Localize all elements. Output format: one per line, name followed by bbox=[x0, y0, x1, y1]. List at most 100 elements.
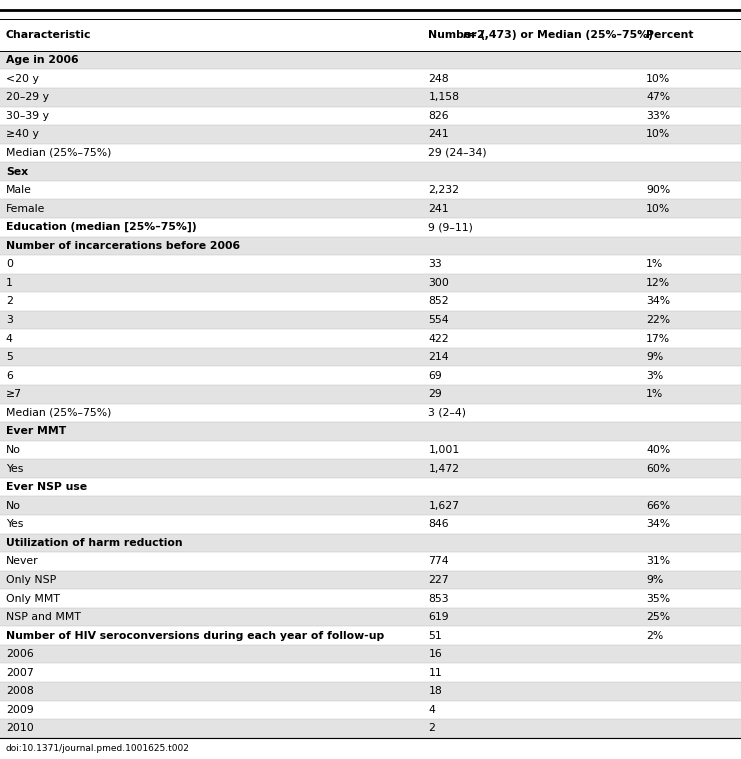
Text: 2006: 2006 bbox=[6, 649, 33, 660]
Text: 20–29 y: 20–29 y bbox=[6, 93, 49, 102]
Text: 554: 554 bbox=[428, 315, 449, 325]
Text: 90%: 90% bbox=[646, 185, 671, 195]
Text: Yes: Yes bbox=[6, 519, 23, 529]
Bar bbox=[0, 181, 741, 200]
Bar bbox=[0, 552, 741, 571]
Bar bbox=[0, 608, 741, 626]
Text: 17%: 17% bbox=[646, 334, 671, 344]
Text: Never: Never bbox=[6, 556, 39, 566]
Text: 846: 846 bbox=[428, 519, 449, 529]
Text: 852: 852 bbox=[428, 297, 449, 307]
Text: 1,627: 1,627 bbox=[428, 501, 459, 511]
Text: 9%: 9% bbox=[646, 352, 663, 362]
Text: 35%: 35% bbox=[646, 594, 671, 603]
Text: Only MMT: Only MMT bbox=[6, 594, 60, 603]
Text: 18: 18 bbox=[428, 686, 442, 696]
Text: 60%: 60% bbox=[646, 464, 671, 474]
Text: 2%: 2% bbox=[646, 631, 663, 641]
Text: 774: 774 bbox=[428, 556, 449, 566]
Text: <20 y: <20 y bbox=[6, 74, 39, 83]
Bar bbox=[0, 534, 741, 552]
Bar bbox=[0, 237, 741, 255]
Text: Utilization of harm reduction: Utilization of harm reduction bbox=[6, 538, 182, 548]
Bar bbox=[0, 143, 741, 162]
Text: 9 (9–11): 9 (9–11) bbox=[428, 222, 473, 232]
Text: 10%: 10% bbox=[646, 203, 671, 213]
Text: Ever NSP use: Ever NSP use bbox=[6, 482, 87, 492]
Text: 6: 6 bbox=[6, 370, 13, 381]
Text: 241: 241 bbox=[428, 203, 449, 213]
Text: Number of HIV seroconversions during each year of follow-up: Number of HIV seroconversions during eac… bbox=[6, 631, 384, 641]
Bar bbox=[0, 571, 741, 589]
Text: 31%: 31% bbox=[646, 556, 671, 566]
Bar bbox=[0, 663, 741, 682]
Text: Sex: Sex bbox=[6, 166, 28, 177]
Text: 214: 214 bbox=[428, 352, 449, 362]
Bar bbox=[0, 385, 741, 404]
Bar bbox=[0, 19, 741, 51]
Bar bbox=[0, 720, 741, 738]
Text: 3: 3 bbox=[6, 315, 13, 325]
Text: 1: 1 bbox=[6, 278, 13, 288]
Bar bbox=[0, 645, 741, 663]
Text: Female: Female bbox=[6, 203, 45, 213]
Bar bbox=[0, 200, 741, 218]
Text: 1,001: 1,001 bbox=[428, 445, 459, 455]
Text: 66%: 66% bbox=[646, 501, 671, 511]
Text: 248: 248 bbox=[428, 74, 449, 83]
Text: 0: 0 bbox=[6, 260, 13, 269]
Text: Yes: Yes bbox=[6, 464, 23, 474]
Text: 300: 300 bbox=[428, 278, 449, 288]
Text: 2: 2 bbox=[6, 297, 13, 307]
Bar bbox=[0, 69, 741, 88]
Bar bbox=[0, 348, 741, 367]
Text: =2,473) or Median (25%–75%): =2,473) or Median (25%–75%) bbox=[468, 30, 654, 40]
Text: Male: Male bbox=[6, 185, 32, 195]
Text: ≥40 y: ≥40 y bbox=[6, 129, 39, 140]
Text: 3%: 3% bbox=[646, 370, 663, 381]
Text: Median (25%–75%): Median (25%–75%) bbox=[6, 408, 111, 418]
Bar bbox=[0, 626, 741, 645]
Text: Only NSP: Only NSP bbox=[6, 575, 56, 585]
Text: 29 (24–34): 29 (24–34) bbox=[428, 148, 487, 158]
Text: 16: 16 bbox=[428, 649, 442, 660]
Text: 12%: 12% bbox=[646, 278, 671, 288]
Bar bbox=[0, 162, 741, 181]
Text: 47%: 47% bbox=[646, 93, 671, 102]
Text: NSP and MMT: NSP and MMT bbox=[6, 612, 81, 622]
Text: 1,158: 1,158 bbox=[428, 93, 459, 102]
Text: 51: 51 bbox=[428, 631, 442, 641]
Text: 2010: 2010 bbox=[6, 723, 33, 733]
Text: Number of incarcerations before 2006: Number of incarcerations before 2006 bbox=[6, 241, 240, 250]
Bar bbox=[0, 367, 741, 385]
Text: 4: 4 bbox=[6, 334, 13, 344]
Bar bbox=[0, 404, 741, 422]
Text: 1%: 1% bbox=[646, 260, 663, 269]
Text: 3 (2–4): 3 (2–4) bbox=[428, 408, 466, 418]
Text: 422: 422 bbox=[428, 334, 449, 344]
Bar bbox=[0, 701, 741, 720]
Text: 2: 2 bbox=[428, 723, 435, 733]
Text: 2007: 2007 bbox=[6, 668, 33, 678]
Text: 11: 11 bbox=[428, 668, 442, 678]
Bar bbox=[0, 422, 741, 441]
Text: Age in 2006: Age in 2006 bbox=[6, 55, 79, 65]
Text: Percent: Percent bbox=[646, 30, 694, 40]
Text: 34%: 34% bbox=[646, 297, 671, 307]
Text: 2008: 2008 bbox=[6, 686, 33, 696]
Text: 9%: 9% bbox=[646, 575, 663, 585]
Text: ≥7: ≥7 bbox=[6, 389, 22, 399]
Bar bbox=[0, 274, 741, 292]
Text: 10%: 10% bbox=[646, 74, 671, 83]
Text: 30–39 y: 30–39 y bbox=[6, 111, 49, 121]
Text: 1%: 1% bbox=[646, 389, 663, 399]
Text: 69: 69 bbox=[428, 370, 442, 381]
Bar bbox=[0, 310, 741, 329]
Text: Median (25%–75%): Median (25%–75%) bbox=[6, 148, 111, 158]
Bar bbox=[0, 51, 741, 69]
Text: No: No bbox=[6, 501, 21, 511]
Bar bbox=[0, 589, 741, 608]
Text: 4: 4 bbox=[428, 705, 435, 715]
Text: n: n bbox=[462, 30, 470, 40]
Text: Characteristic: Characteristic bbox=[6, 30, 91, 40]
